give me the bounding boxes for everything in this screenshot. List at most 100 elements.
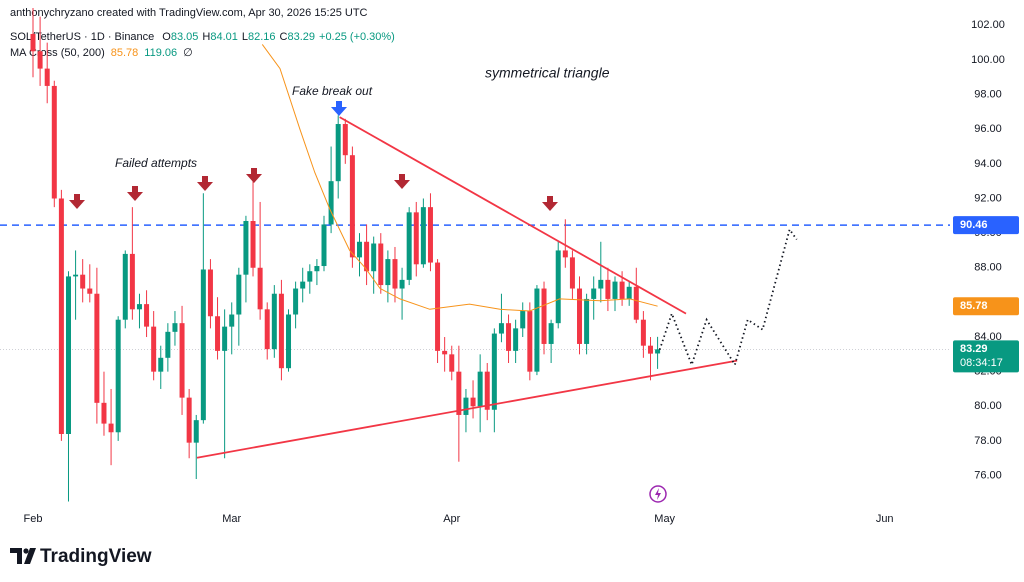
legend-item: ∅ [183, 47, 193, 59]
y-tick-label: 102.00 [971, 19, 1005, 31]
candle-body [491, 333, 497, 410]
candle-body [65, 276, 71, 434]
candle-body [477, 371, 483, 407]
y-tick-label: 78.00 [974, 435, 1002, 447]
candle-body [264, 309, 270, 350]
arrow-marker [394, 174, 410, 189]
candle-body [633, 286, 639, 320]
arrow-shaft [74, 194, 80, 201]
price-box-sub: 08:34:17 [960, 357, 1003, 369]
candle-body [80, 274, 86, 289]
candle-body [165, 331, 171, 358]
candle-body [136, 304, 142, 310]
price-box-label: 90.46 [960, 219, 988, 231]
legend-item: 119.06 [144, 47, 177, 59]
legend-line: MA Cross (50, 200) 85.78 119.06 ∅ [10, 47, 193, 59]
candle-body [129, 253, 135, 310]
candle-body [101, 402, 107, 424]
trendline [196, 359, 738, 459]
candle-body [151, 326, 157, 372]
candle-body [278, 293, 284, 369]
price-box-label: 85.78 [960, 300, 988, 312]
candle-body [314, 266, 320, 272]
candle-body [655, 349, 661, 354]
candle-body [293, 288, 299, 315]
arrow-shaft [336, 101, 342, 108]
candle-body [541, 288, 547, 344]
candle-body [200, 269, 206, 421]
legend-item: 82.16 [248, 31, 276, 43]
x-tick-label: Jun [876, 513, 894, 525]
legend-item: MA Cross (50, 200) [10, 47, 105, 59]
arrow-marker [542, 196, 558, 211]
candle-body [328, 181, 334, 225]
arrow-marker [127, 186, 143, 201]
candle-body [392, 259, 398, 289]
annotation: Fake break out [292, 84, 373, 98]
brand: TradingView [40, 546, 152, 567]
candle-body [385, 259, 391, 286]
candle-body [399, 279, 405, 289]
candle-body [427, 207, 433, 263]
legend-item: C [280, 31, 288, 43]
y-tick-label: 76.00 [974, 469, 1002, 481]
candle-body [158, 357, 164, 372]
candle-body [420, 207, 426, 265]
candle-body [286, 314, 292, 369]
trendline [339, 116, 687, 315]
projection [658, 227, 798, 368]
candle-body [73, 274, 79, 277]
candle-body [215, 316, 221, 351]
candle-body [562, 250, 568, 258]
candle-body [193, 420, 199, 443]
candle-body [271, 293, 277, 350]
candle-body [371, 243, 377, 272]
y-tick-label: 98.00 [974, 88, 1002, 100]
candle-body [94, 293, 100, 403]
candle-body [51, 85, 57, 199]
candle-body [605, 279, 611, 299]
legend-item: H [202, 31, 210, 43]
legend-item: L [242, 31, 248, 43]
candle-body [58, 198, 64, 434]
legend-item: 83.29 [287, 31, 315, 43]
candle-body [186, 397, 192, 443]
legend-line: SOL/TetherUS · 1D · Binance O83.05 H84.01 L… [10, 31, 395, 43]
candle-body [364, 241, 370, 272]
arrow-head [394, 180, 410, 189]
candle-body [342, 124, 348, 156]
candle-body [207, 269, 213, 317]
candle-body [250, 221, 256, 268]
candle-body [591, 288, 597, 299]
price-box-label: 83.29 [960, 343, 988, 355]
candle-body [640, 319, 646, 346]
x-tick-label: Apr [443, 513, 460, 525]
candle-body [619, 281, 625, 299]
candle-body [506, 323, 512, 351]
x-tick-label: May [654, 513, 675, 525]
legend-item: 83.05 [171, 31, 199, 43]
candle-body [356, 241, 362, 258]
price-box [953, 216, 1019, 235]
moving-average [261, 44, 658, 312]
x-tick-label: Feb [24, 513, 43, 525]
candle-body [243, 221, 249, 275]
arrow-shaft [132, 186, 138, 193]
candle-body [555, 250, 561, 324]
candle-body [37, 51, 43, 69]
y-tick-label: 100.00 [971, 54, 1005, 66]
candle-body [449, 354, 455, 372]
annotation: Failed attempts [115, 156, 197, 170]
candle-body [577, 288, 583, 344]
candle-body [413, 212, 419, 265]
arrow-head [69, 200, 85, 209]
x-tick-label: Mar [222, 513, 241, 525]
legend-item: O [162, 31, 171, 43]
candle-body [30, 33, 36, 52]
legend-item: 85.78 [111, 47, 139, 59]
legend-item: 84.01 [210, 31, 238, 43]
candle-body [378, 243, 384, 286]
arrow-head [542, 202, 558, 211]
arrow-head [197, 182, 213, 191]
